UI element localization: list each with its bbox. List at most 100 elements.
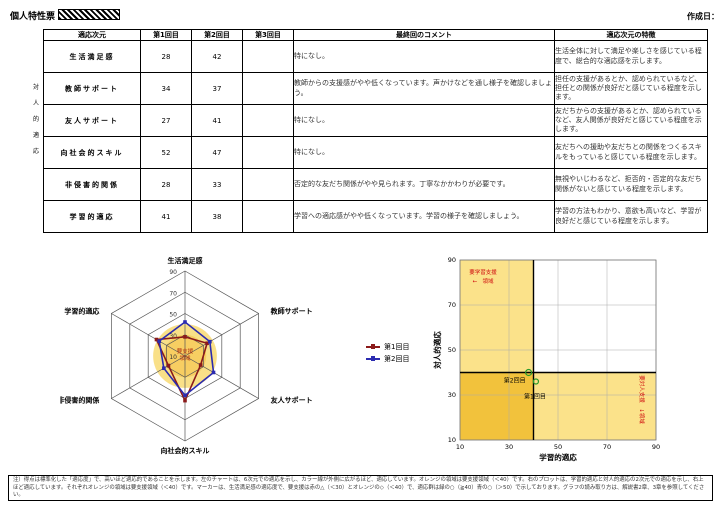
table-row: 生活満足感 28 42 特になし。 生活全体に対して満足や楽しさを感じている程度で、総合… (43, 40, 708, 73)
feature-cell: 生活全体に対して満足や楽しさを感じている程度で、総合的な適応感を示します。 (554, 40, 708, 73)
y-tick-label: 50 (448, 346, 456, 354)
radar-tick-label: 70 (169, 290, 177, 297)
comment-cell: 特になし。 (293, 104, 555, 137)
y-tick-label: 10 (448, 436, 456, 444)
group-label-char: 応 (32, 148, 39, 155)
legend-label: 第2回目 (384, 355, 410, 363)
radar-point (157, 339, 162, 343)
feature-cell: 学習の方法もわかり、意欲も高いなど、学習が良好だと感じている程度を示します。 (554, 200, 708, 233)
point-label: 第2回目 (504, 377, 526, 385)
radar-point (154, 337, 159, 342)
radar-tick-label: 50 (169, 312, 177, 319)
radar-spoke (111, 313, 186, 357)
col-header-feature: 適応次元の特徴 (554, 29, 708, 41)
data-point-round1 (532, 378, 540, 385)
round1-cell: 28 (140, 40, 192, 73)
round2-cell: 42 (191, 40, 243, 73)
radar-spoke (184, 355, 259, 399)
round1-cell: 41 (140, 200, 192, 233)
comment-cell: 特になし。 (293, 40, 555, 73)
radar-legend: 第1回目 第2回目 (366, 341, 409, 365)
x-tick-label: 90 (652, 443, 660, 451)
radar-point (183, 320, 187, 324)
radar-spoke (111, 355, 186, 399)
round3-cell (242, 136, 294, 169)
table-row: 友人サポート 27 41 特になし。 友だちからの支援があるとか、認められているなど、友… (43, 104, 708, 137)
radar-tick-label: 10 (169, 354, 177, 361)
legend-item-round1: 第1回目 (366, 341, 409, 353)
dimension-cell: 友人サポート (43, 104, 141, 137)
y-tick-label: 30 (448, 391, 456, 399)
x-axis-label: 学習的適応 (539, 452, 577, 462)
col-header-round2: 第2回目 (191, 29, 243, 41)
col-header-comment: 最終回のコメント (293, 29, 555, 41)
radar-axis-label: 生活満足感 (168, 256, 203, 265)
round2-cell: 41 (191, 104, 243, 137)
radar-tick-label: 90 (169, 269, 177, 276)
comment-cell: 学習への適応感がやや低くなっています。学習の様子を確認しましょう。 (293, 200, 555, 233)
x-tick-label: 50 (554, 443, 562, 451)
dimension-cell: 生活満足感 (43, 40, 141, 73)
round1-cell: 27 (140, 104, 192, 137)
round2-cell: 33 (191, 168, 243, 201)
x-tick-label: 10 (456, 443, 464, 451)
radar-point (208, 339, 212, 344)
dimension-cell: 教師サポート (43, 72, 141, 105)
scatter-frame (459, 259, 657, 441)
data-point-round2 (524, 368, 533, 377)
radar-point (183, 335, 187, 339)
both-support-zone (460, 372, 534, 440)
round3-cell (242, 200, 294, 233)
table-header-row: 適応次元 第1回目 第2回目 第3回目 最終回のコメント 適応次元の特徴 (43, 29, 708, 41)
radar-point (205, 341, 209, 346)
creation-date-label: 作成日： (687, 12, 719, 21)
round2-cell: 38 (191, 200, 243, 233)
footnote: 注）得点は標準化した「適応度」で、高いほど適応的であることを示します。左のチャー… (8, 475, 713, 501)
dimension-cell: 学習的適応 (43, 200, 141, 233)
col-header-round3: 第3回目 (242, 29, 294, 41)
social-zone-label: 要対人支援 ↓領域 (638, 375, 646, 424)
legend-item-round2: 第2回目 (366, 353, 409, 365)
scatter-plot: 10 30 50 70 90 10 30 50 70 90 学習的適応 対人的適応 要学習支援← 領域要… (432, 256, 660, 462)
table-row: 非侵害的関係 28 33 否定的な友だち関係がやや見られます。丁寧なかかわりが必要です… (43, 168, 708, 201)
radar-axis-label: 向社会的スキル (161, 446, 210, 455)
group-label-char: 人 (32, 100, 39, 107)
radar-point (198, 363, 203, 367)
page-title: 個人特性票 (10, 12, 56, 22)
radar-tick-label: 30 (169, 333, 177, 340)
round3-cell (242, 168, 294, 201)
dimension-cell: 非侵害的関係 (43, 168, 141, 201)
round3-cell (242, 40, 294, 73)
group-label-char: 対 (32, 84, 39, 91)
table-row: 学習的適応 41 38 学習への適応感がやや低くなっています。学習の様子を確認しましょ… (43, 200, 708, 233)
support-zone-label: 領域 (179, 354, 191, 362)
redacted-name-field (58, 9, 120, 20)
y-axis-label: 対人的適応 (432, 331, 442, 370)
x-tick-label: 70 (603, 443, 611, 451)
learning-zone-label: ← 領域 (472, 277, 494, 285)
table-row: 教師サポート 34 37 教師からの支援感がやや低くなっています。声かけなどを通し様子… (43, 72, 708, 105)
round1-cell: 28 (140, 168, 192, 201)
feature-cell: 友だちへの援助や友だちとの関係をつくるスキルをもっていると感じている程度を示しま… (554, 136, 708, 169)
round2-cell: 37 (191, 72, 243, 105)
group-label-char: 適 (32, 132, 39, 139)
support-zone-label: 要支援 (177, 347, 194, 355)
comment-cell: 特になし。 (293, 136, 555, 169)
round3-cell (242, 104, 294, 137)
round3-cell (242, 72, 294, 105)
radar-axis-label: 学習的適応 (64, 307, 99, 316)
feature-cell: 担任の支援があるとか、認められているなど、担任との関係が良好だと感じている程度を… (554, 72, 708, 105)
radar-point (183, 393, 187, 398)
y-tick-label: 90 (448, 256, 456, 264)
col-header-dimension: 適応次元 (43, 29, 141, 41)
radar-point (166, 363, 171, 368)
point-label: 第1回目 (524, 393, 546, 401)
radar-point (211, 370, 216, 375)
dimension-cell: 向社会的スキル (43, 136, 141, 169)
col-header-round1: 第1回目 (140, 29, 192, 41)
table-row: 向社会的スキル 52 47 特になし。 友だちへの援助や友だちとの関係をつくるスキルをも… (43, 136, 708, 169)
x-tick-label: 30 (505, 443, 513, 451)
radar-axis-label: 非侵害的関係 (60, 396, 99, 405)
round2-cell: 47 (191, 136, 243, 169)
